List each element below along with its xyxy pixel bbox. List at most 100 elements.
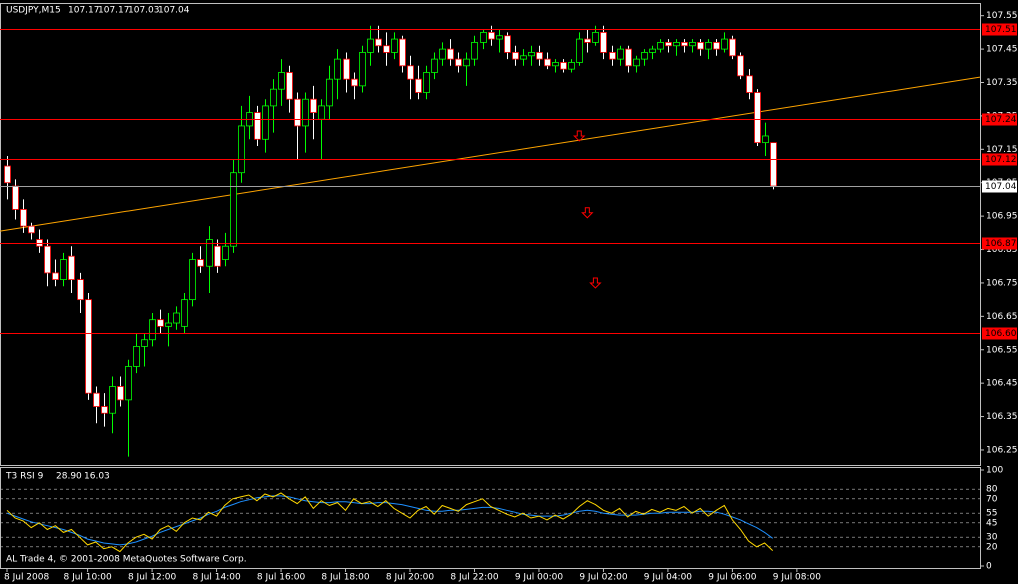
candle-body [270,88,277,107]
candle-body [343,58,350,80]
y-tick-label: 106.25 [986,445,1018,455]
level-label: 106.60 [985,329,1017,339]
candle-body [181,299,188,327]
candle-body [359,52,366,87]
x-tick-label: 9 Jul 02:00 [579,573,628,583]
candle-body [367,38,374,53]
level-box [982,237,1017,250]
candle-body [399,38,406,67]
candle-body [471,42,478,60]
candle-body [351,78,358,87]
y-tick-label: 107.15 [986,145,1018,155]
candle-body [512,52,519,60]
candle-body [44,245,51,274]
x-tick-label: 8 Jul 16:00 [257,573,306,583]
level-label: 107.24 [985,115,1017,125]
candle-body [173,312,180,324]
level-label: 107.51 [985,25,1017,35]
x-tick-label: 8 Jul 18:00 [321,573,370,583]
last-close: 107.04 [158,6,190,16]
y-tick-label: 106.35 [986,412,1018,422]
candle-body [149,319,156,341]
candle-body [197,259,204,267]
candle-body [649,48,656,53]
candle-body [286,72,293,100]
candle-body [754,92,761,144]
candle-body [214,245,221,267]
candle-body [141,339,148,347]
candle-body [633,58,640,67]
y-tick-label: 106.65 [986,312,1018,322]
candle-body [673,42,680,47]
candle-body [391,38,398,53]
last-open: 107.17 [68,6,100,16]
candle-body [439,48,446,60]
candle-body [544,58,551,67]
candle-body [302,98,309,127]
candle-body [157,319,164,327]
candle-body [600,31,607,53]
signal-arrow [581,207,594,219]
candle-body [681,42,688,47]
candle-body [705,42,712,50]
candle-body [431,58,438,73]
candle-body [60,259,67,280]
candle-body [125,366,132,401]
rsi-panel [0,467,981,569]
candle-body [641,52,648,60]
rsi-title: T3 RSI 9 [5,472,44,482]
candle-body [488,31,495,40]
candle-body [576,38,583,63]
candle-body [447,48,454,60]
y-tick-label: 100 [986,466,1003,476]
candle-body [609,52,616,60]
candle-body [713,42,720,50]
candle-body [729,38,736,57]
level-label: 107.12 [985,155,1017,165]
candle-body [584,38,591,43]
candle-body [206,239,213,267]
x-tick-label: 9 Jul 00:00 [515,573,564,583]
candle-body [36,239,43,247]
y-tick-label: 30 [986,533,998,543]
candle-body [310,98,317,113]
x-tick-label: 9 Jul 06:00 [708,573,757,583]
candle-body [528,52,535,57]
candle-body [326,78,333,107]
rsi-readout: 28.90 [56,472,82,482]
x-tick-label: 8 Jul 20:00 [386,573,435,583]
level-box [982,23,1017,36]
candle-body [109,386,116,414]
candle-body [52,272,59,280]
level-box [982,153,1017,166]
candle-body [496,35,503,40]
y-tick-label: 45 [986,518,997,528]
candle-body [85,299,92,394]
candle-body [657,42,664,50]
x-tick-label: 8 Jul 10:00 [63,573,112,583]
candle-body [463,58,470,67]
candle-body [334,58,341,80]
signal-arrow [573,130,586,142]
y-tick-label: 107.35 [986,78,1018,88]
candle-body [560,62,567,70]
candle-body [68,255,75,280]
y-tick-label: 80 [986,485,998,495]
candle-body [407,65,414,80]
candle-body [165,322,172,327]
y-tick-label: 107.45 [986,45,1018,55]
y-tick-label: 55 [986,509,997,519]
candle-body [133,346,140,367]
candle-body [520,55,527,60]
x-tick-label: 8 Jul 2008 [4,573,49,583]
current-price-label: 107.04 [985,182,1017,192]
candle-body [423,72,430,93]
candle-body [77,279,84,301]
x-tick-label: 9 Jul 08:00 [773,573,822,583]
candle-body [721,38,728,50]
candle-body [189,259,196,301]
candle-body [375,38,382,47]
y-tick-label: 106.95 [986,212,1018,222]
x-tick-label: 8 Jul 12:00 [128,573,177,583]
candle-body [665,42,672,47]
